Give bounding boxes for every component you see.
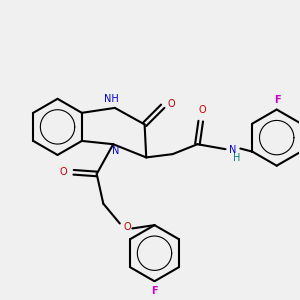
Text: O: O	[199, 104, 206, 115]
Text: O: O	[60, 167, 68, 177]
Text: H: H	[233, 153, 241, 164]
Text: NH: NH	[104, 94, 119, 103]
Text: F: F	[151, 286, 158, 296]
Text: N: N	[229, 145, 236, 155]
Text: O: O	[123, 222, 131, 232]
Text: F: F	[274, 95, 280, 105]
Text: O: O	[168, 99, 176, 109]
Text: N: N	[112, 146, 119, 157]
